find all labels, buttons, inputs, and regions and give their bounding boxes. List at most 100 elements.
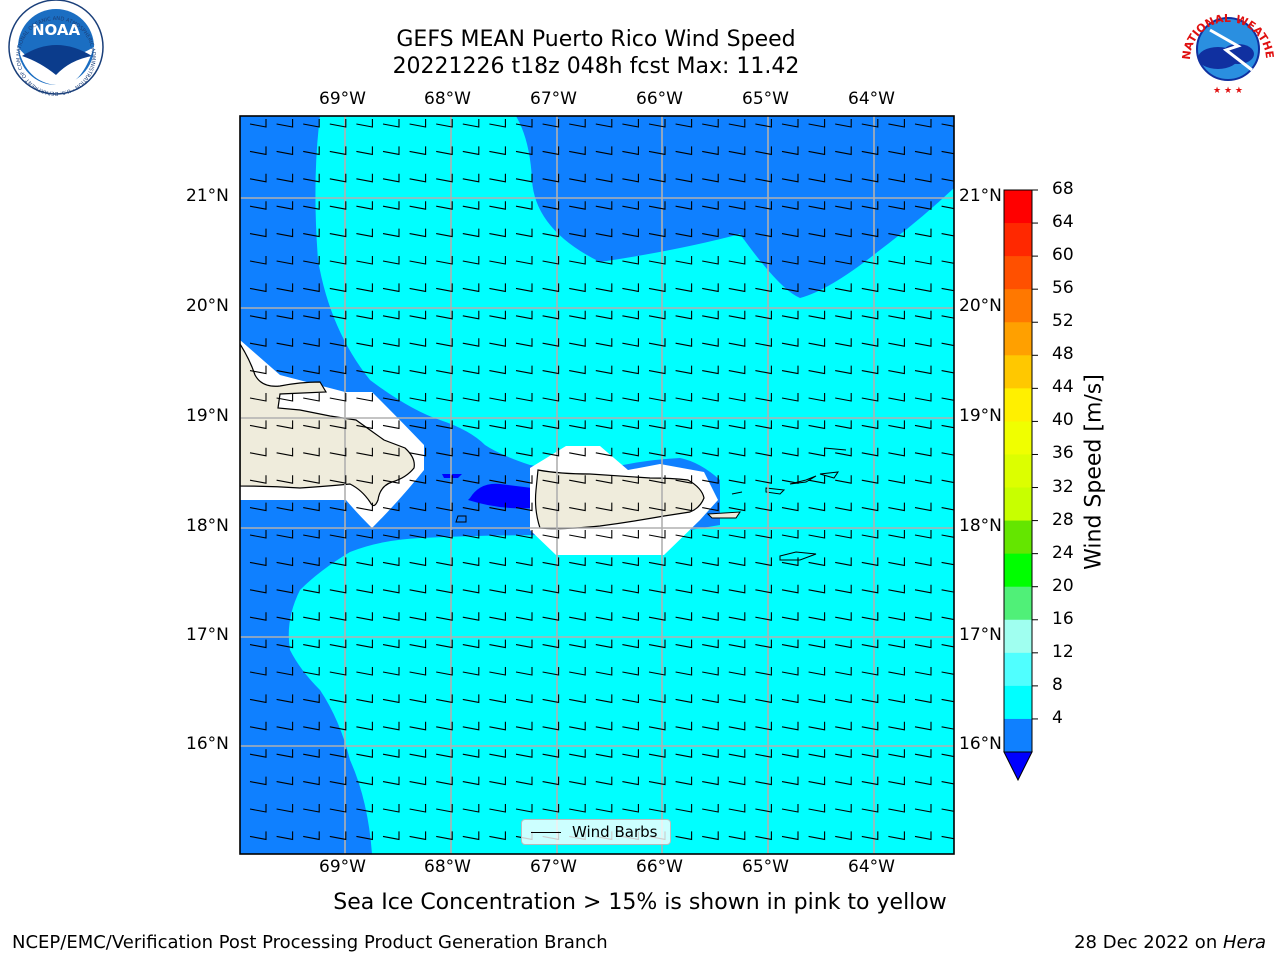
wind-barb (436, 228, 453, 238)
wind-barb (808, 173, 826, 183)
wind-barb (702, 612, 719, 621)
wind-barb (861, 502, 879, 512)
wind-barb (861, 310, 879, 320)
wind-barb (303, 530, 320, 539)
wind-barb (622, 804, 639, 813)
wind-barb (542, 612, 560, 621)
wind-barb (303, 228, 320, 238)
colorbar-segment (1004, 652, 1032, 687)
wind-barb (249, 310, 267, 320)
wind-barb (622, 475, 639, 484)
wind-barb (276, 584, 294, 594)
wind-barb (542, 256, 560, 265)
wind-barb (888, 721, 905, 731)
wind-barb (249, 256, 267, 265)
wind-barb (382, 584, 400, 594)
wind-barb (702, 530, 719, 539)
wind-barb (941, 671, 954, 675)
svg-text:NOAA: NOAA (32, 21, 81, 39)
wind-barb (622, 420, 639, 430)
wind-barb (595, 804, 613, 813)
wind-barb (569, 475, 586, 484)
wind-barb (702, 173, 719, 183)
wind-barb (728, 365, 746, 375)
wind-barb (462, 502, 480, 512)
wind-barb (808, 804, 826, 813)
wind-barb (462, 256, 480, 265)
wind-barb (329, 694, 347, 704)
wind-barb (675, 776, 693, 786)
wind-barb (941, 123, 954, 127)
wind-barb (648, 420, 666, 430)
wind-barb (569, 393, 586, 402)
wind-barb (755, 310, 772, 320)
wind-barb (462, 584, 480, 594)
wind-barb (622, 256, 639, 265)
wind-barb (835, 831, 852, 841)
wind-barb (515, 338, 533, 347)
wind-barb (675, 119, 693, 128)
wind-barb (409, 721, 427, 731)
wind-barb (489, 201, 506, 210)
wind-barb (755, 201, 772, 210)
wind-barb (329, 338, 347, 347)
lon-label-top-69w: 69°W (319, 89, 366, 109)
wind-barb (914, 173, 932, 183)
wind-barb (808, 119, 826, 128)
wind-barb (914, 749, 932, 758)
wind-barb (675, 310, 693, 320)
lat-label-left-20n: 20°N (186, 296, 229, 316)
wind-barb (702, 694, 719, 704)
wind-barb (329, 146, 347, 156)
wind-barb (356, 475, 373, 484)
wind-barb (622, 557, 639, 567)
wind-barb (914, 420, 932, 430)
wind-barb (941, 835, 954, 840)
wind-barb (542, 475, 560, 484)
wind-barb (835, 201, 852, 210)
colorbar-tick-label: 40 (1052, 410, 1074, 431)
wind-barb (648, 667, 666, 676)
wind-barb (329, 228, 347, 238)
wind-barb (542, 146, 560, 156)
wind-barb (755, 475, 772, 484)
wind-barb (914, 146, 932, 156)
wind-barb (941, 205, 954, 210)
lat-label-right-17n: 17°N (959, 625, 1002, 645)
wind-barb (409, 831, 427, 841)
wind-barb (728, 338, 746, 347)
wind-barb (249, 228, 267, 238)
wind-barb (808, 584, 826, 594)
wind-barb (436, 365, 453, 375)
wind-barb (249, 338, 267, 347)
wind-barb (648, 776, 666, 786)
wind-barb (835, 365, 852, 375)
wind-barb (781, 639, 799, 649)
colorbar-segment (1004, 355, 1032, 389)
wind-barb (914, 475, 932, 484)
colorbar-tick-label: 56 (1052, 278, 1074, 299)
wind-barb (276, 749, 294, 758)
colorbar-tick-label: 52 (1052, 311, 1074, 332)
wind-barb (595, 310, 613, 320)
wind-barb (515, 749, 533, 758)
wind-barb (808, 831, 826, 841)
wind-barb (489, 310, 506, 320)
wind-barb (888, 831, 905, 841)
wind-barb (276, 173, 294, 183)
wind-barb (728, 393, 746, 402)
colorbar-tick-label: 16 (1052, 608, 1074, 629)
wind-barb (489, 584, 506, 594)
wind-barb (409, 173, 427, 183)
wind-barb (436, 283, 453, 293)
wind-barb (808, 447, 826, 457)
lat-label-left-18n: 18°N (186, 516, 229, 536)
wind-barb (622, 612, 639, 621)
wind-barb (515, 776, 533, 786)
wind-barb (356, 584, 373, 594)
wind-barb (888, 146, 905, 156)
wind-barb (409, 584, 427, 594)
wind-barb (515, 447, 533, 457)
wind-barb (595, 393, 613, 402)
wind-barb (728, 831, 746, 841)
